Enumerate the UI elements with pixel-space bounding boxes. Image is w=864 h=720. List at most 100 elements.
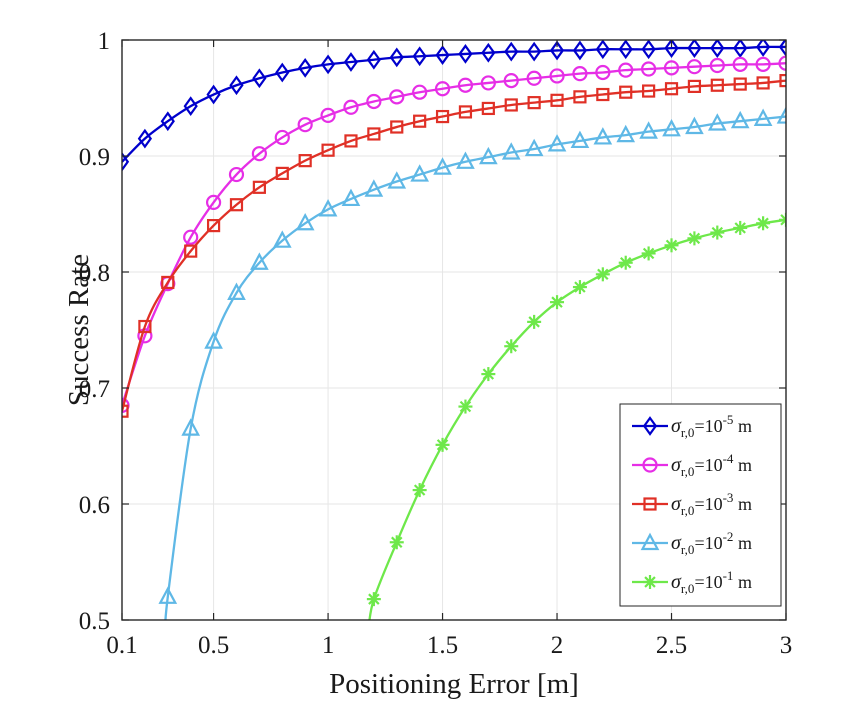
legend-equals: =10	[694, 455, 722, 475]
x-tick-label: 1.5	[427, 632, 458, 659]
data-point	[435, 437, 450, 452]
legend-sigma: σ	[671, 493, 682, 515]
data-point	[158, 586, 178, 604]
legend-label: σr,0=10-1 m	[671, 568, 752, 596]
data-point	[733, 40, 748, 59]
y-tick-label: 0.5	[79, 608, 110, 635]
data-point	[663, 60, 680, 76]
data-point	[389, 89, 405, 105]
data-point	[252, 180, 266, 194]
series-5	[366, 212, 786, 620]
legend-superscript: -3	[723, 490, 734, 505]
asterisk-stroke	[528, 316, 540, 328]
data-point	[709, 57, 725, 74]
data-point	[410, 164, 429, 182]
data-point	[205, 194, 222, 210]
legend-label: σr,0=10-5 m	[671, 412, 752, 440]
data-point	[501, 142, 521, 160]
data-point	[161, 275, 175, 290]
data-point	[229, 75, 244, 96]
legend-subscript: r,0	[681, 503, 695, 518]
data-point	[733, 77, 747, 91]
data-point	[732, 56, 748, 72]
axes-frame	[121, 39, 787, 621]
data-point	[298, 57, 313, 78]
data-point	[457, 77, 474, 93]
x-tick-label: 0.5	[198, 632, 229, 659]
asterisk-stroke	[688, 232, 701, 245]
data-point	[641, 61, 657, 77]
data-point	[228, 166, 245, 183]
data-point	[250, 252, 269, 270]
data-point	[572, 40, 588, 61]
data-point	[366, 49, 381, 70]
data-point	[480, 75, 496, 91]
data-point	[549, 40, 565, 61]
data-point	[779, 212, 786, 227]
legend-subscript: r,0	[681, 425, 695, 440]
data-point	[320, 54, 336, 75]
data-point	[343, 52, 359, 72]
data-point	[641, 246, 656, 261]
asterisk-stroke	[711, 226, 724, 239]
asterisk-stroke	[574, 281, 586, 293]
data-point	[274, 129, 290, 146]
x-axis-title: Positioning Error [m]	[329, 668, 579, 700]
x-tick-labels: 0.1 0.5 1 1.5 2 2.5 3	[106, 632, 792, 659]
data-point	[318, 199, 338, 217]
data-point	[710, 225, 725, 240]
data-point	[137, 128, 153, 149]
data-point	[573, 90, 587, 104]
data-point	[662, 118, 681, 137]
data-point	[456, 151, 475, 169]
data-point	[550, 295, 565, 310]
x-tick-label: 3	[780, 632, 793, 659]
legend-unit: m	[733, 572, 752, 592]
series-line	[122, 79, 786, 412]
data-point	[779, 73, 786, 88]
data-point	[687, 40, 702, 59]
series-3	[122, 73, 786, 418]
legend-unit: m	[733, 455, 752, 475]
legend-marker	[642, 416, 658, 436]
data-point	[297, 117, 313, 133]
data-point	[664, 238, 679, 253]
asterisk-stroke	[757, 217, 769, 230]
data-point	[204, 331, 223, 349]
data-point	[710, 40, 725, 59]
data-point	[618, 62, 634, 78]
data-point	[252, 68, 267, 89]
data-point	[756, 216, 771, 231]
legend-label: σr,0=10-4 m	[671, 451, 752, 479]
y-tick-label: 0.9	[79, 144, 110, 171]
legend-item: σr,0=10-5 m	[632, 412, 752, 440]
data-point	[481, 101, 495, 116]
legend-marker	[643, 575, 657, 589]
data-point	[295, 212, 315, 231]
data-point	[389, 47, 404, 68]
legend-unit: m	[733, 416, 752, 436]
data-point	[364, 179, 384, 197]
x-tick-label: 2	[551, 632, 564, 659]
data-point	[229, 198, 244, 212]
data-point	[275, 62, 290, 83]
data-point	[527, 41, 542, 62]
legend-subscript: r,0	[681, 581, 695, 596]
y-tick-label: 0.8	[79, 260, 110, 287]
data-point	[755, 56, 771, 72]
legend-item: σr,0=10-2 m	[632, 529, 752, 557]
data-point	[272, 230, 292, 248]
legend-marker	[640, 532, 660, 551]
data-point	[686, 59, 703, 75]
legend-item: σr,0=10-4 m	[632, 451, 752, 479]
legend-equals: =10	[694, 533, 722, 553]
data-point	[227, 282, 246, 300]
asterisk-stroke	[368, 593, 380, 605]
data-point	[481, 42, 496, 63]
data-point	[344, 134, 358, 148]
data-point	[412, 483, 427, 498]
data-point	[138, 319, 152, 334]
data-point	[639, 121, 658, 139]
data-point	[593, 127, 613, 145]
